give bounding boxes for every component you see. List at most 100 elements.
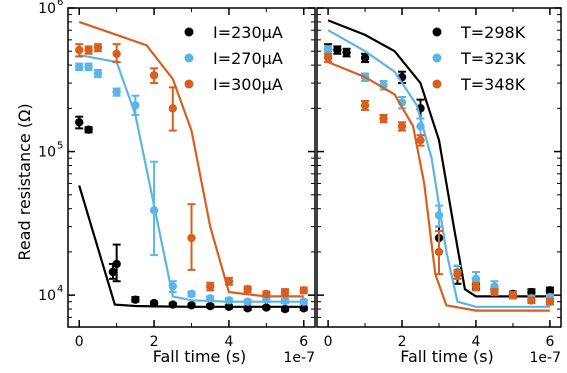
x-tick-label: 2 (398, 334, 407, 350)
data-point (527, 287, 536, 297)
data-point (108, 267, 118, 277)
data-point (149, 71, 159, 80)
data-point (93, 69, 103, 78)
data-point (112, 87, 121, 97)
data-point (342, 48, 351, 57)
legend-label: I=230μA (213, 23, 283, 42)
x-axis-multiplier: 1e-7 (284, 350, 315, 366)
data-point (416, 122, 425, 131)
data-point (243, 285, 252, 294)
data-point (168, 104, 177, 113)
data-point (206, 282, 215, 291)
right-panel: 0 2 4 6 Fall time (s) 1e-7 T=298K T=323K T=348K (316, 7, 562, 366)
data-point (434, 247, 444, 257)
legend-label: T=298K (460, 23, 526, 42)
data-point (112, 259, 121, 269)
data-point (262, 295, 271, 304)
x-tick-label: 4 (472, 334, 481, 350)
data-point (299, 304, 308, 313)
plot-area (75, 20, 308, 314)
x-tick-label: 0 (324, 334, 333, 350)
data-point (323, 53, 333, 62)
data-point (131, 295, 140, 304)
data-point (280, 287, 290, 297)
x-axis-label: Fall time (s) (153, 347, 247, 366)
x-tick-label: 0 (75, 334, 84, 350)
data-point (168, 300, 177, 309)
data-point (243, 297, 252, 306)
data-point (508, 290, 518, 300)
data-point (84, 125, 93, 134)
series-0 (75, 115, 308, 314)
series-line (78, 54, 304, 303)
data-point (131, 101, 140, 110)
data-point (168, 282, 177, 291)
data-point (471, 274, 481, 283)
data-point (299, 286, 308, 295)
y-tick-exponent: 4 (57, 284, 63, 295)
data-point (280, 296, 290, 306)
legend-marker (184, 27, 194, 37)
data-point (149, 206, 159, 215)
data-point (224, 296, 234, 305)
data-point (224, 302, 234, 311)
x-tick-label: 6 (299, 334, 308, 350)
data-point (434, 211, 444, 220)
data-point (206, 294, 215, 303)
data-point (360, 53, 370, 62)
legend-marker (432, 53, 442, 63)
data-point (224, 277, 234, 286)
data-point (323, 45, 333, 55)
x-tick-label: 4 (224, 334, 233, 350)
y-tick-exponent: 6 (57, 0, 63, 8)
series-2 (75, 20, 308, 299)
data-point (149, 298, 159, 308)
data-point (490, 287, 499, 297)
data-point (84, 45, 93, 55)
data-point (75, 62, 84, 71)
series-1 (75, 54, 308, 306)
data-point (243, 304, 252, 313)
data-point (93, 43, 103, 52)
y-tick-label: 10 (38, 288, 56, 304)
data-point (187, 289, 196, 299)
data-point (545, 286, 555, 295)
data-point (333, 45, 342, 55)
data-point (187, 233, 196, 243)
x-tick-label: 6 (545, 334, 554, 350)
series-line (327, 61, 550, 312)
legend-marker (184, 53, 194, 63)
data-point (379, 114, 388, 123)
x-tick-label: 2 (150, 334, 159, 350)
y-tick-label: 10 (38, 145, 56, 161)
series-line (327, 19, 550, 298)
data-point (75, 118, 84, 127)
legend-label: I=300μA (213, 75, 283, 94)
data-point (360, 101, 370, 110)
series-line (78, 20, 304, 298)
data-point (453, 269, 462, 279)
legend-label: T=323K (460, 49, 526, 68)
data-point (262, 303, 271, 312)
data-point (262, 289, 271, 299)
data-point (206, 301, 215, 311)
legend-marker (184, 79, 194, 89)
data-point (527, 296, 536, 305)
data-point (397, 122, 407, 131)
y-tick-exponent: 5 (57, 141, 63, 152)
data-point (416, 136, 425, 145)
y-tick-label: 10 (38, 1, 56, 17)
x-axis-multiplier: 1e-7 (530, 350, 561, 366)
data-point (112, 49, 121, 58)
data-point (280, 304, 290, 314)
x-axis-label: Fall time (s) (400, 347, 494, 366)
data-point (545, 297, 555, 306)
data-point (75, 45, 84, 55)
data-point (84, 62, 93, 71)
data-point (299, 297, 308, 306)
y-axis-label: Read resistance (Ω) (15, 103, 34, 260)
plot-area (323, 19, 555, 312)
legend-label: I=270μA (213, 49, 283, 68)
